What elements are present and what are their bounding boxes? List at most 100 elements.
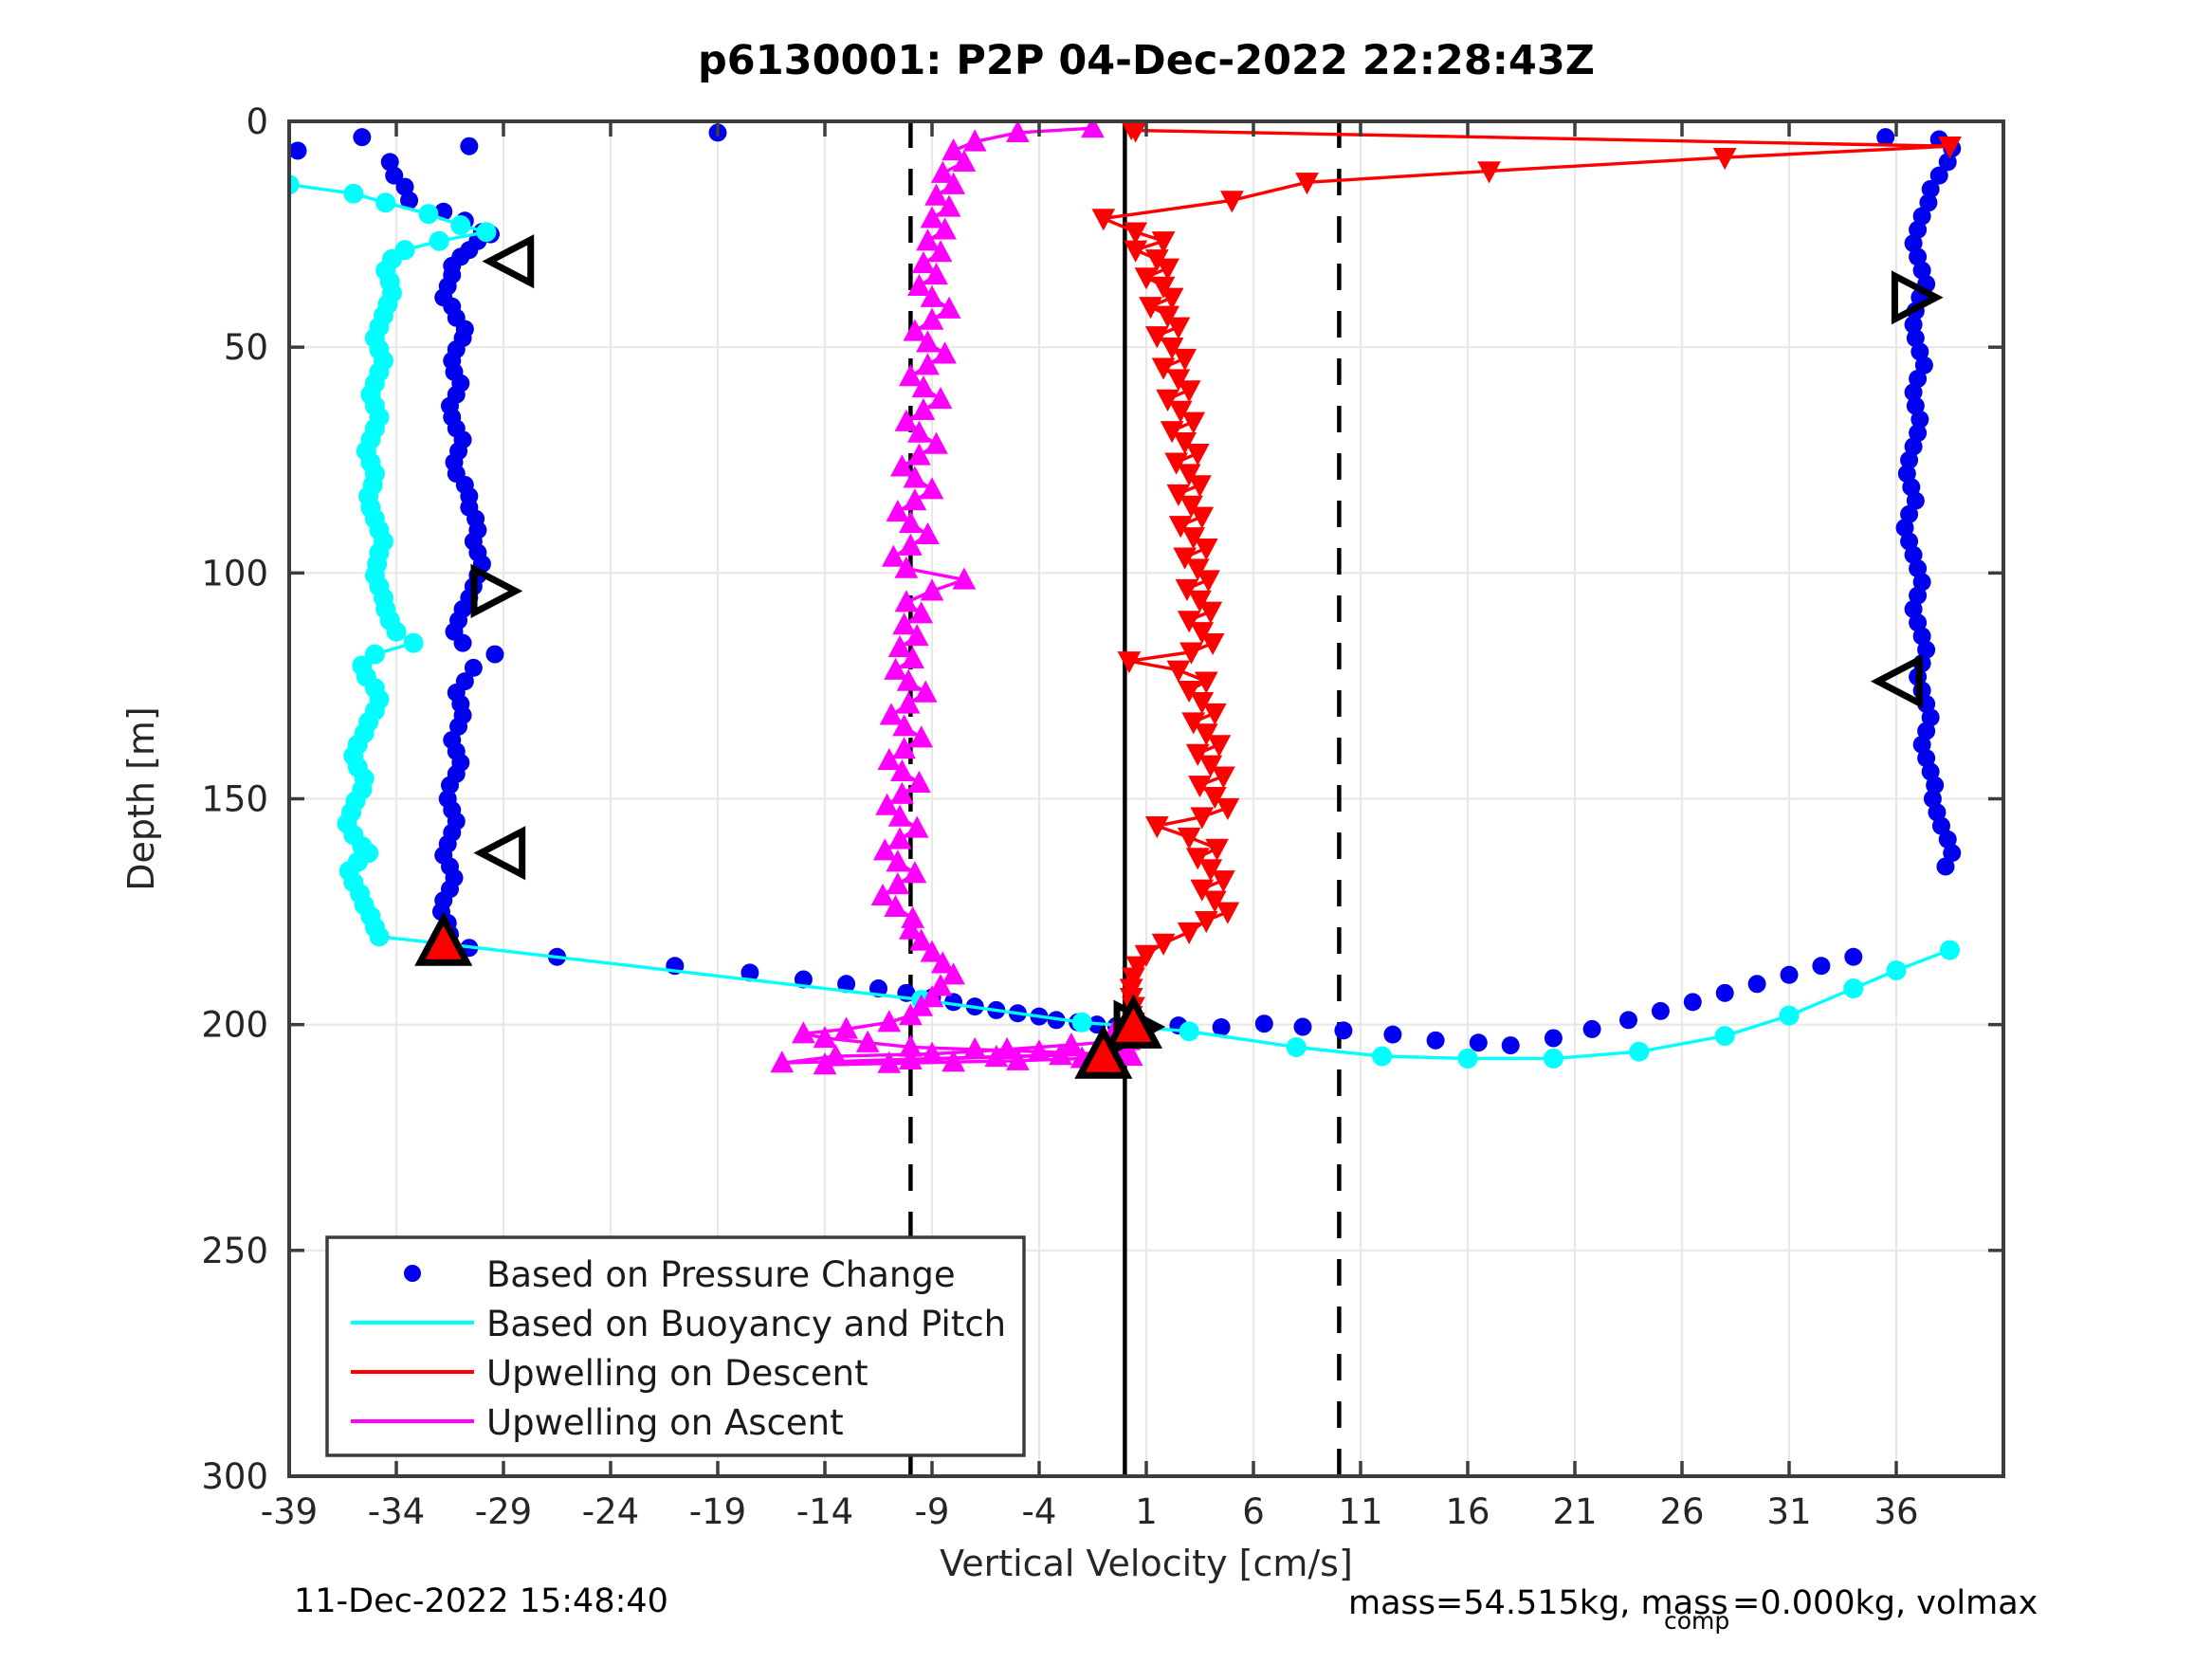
data-point <box>877 1010 902 1033</box>
data-point <box>1188 475 1212 498</box>
data-point <box>1117 651 1142 674</box>
data-point <box>1166 317 1191 339</box>
data-point <box>1125 956 1150 978</box>
data-point <box>911 397 936 420</box>
legend-label-3: Upwelling on Ascent <box>486 1402 844 1443</box>
x-tick-label: 21 <box>1552 1491 1597 1532</box>
data-point <box>909 928 934 951</box>
data-point <box>1188 590 1212 612</box>
data-point <box>1006 1048 1030 1070</box>
data-point <box>890 454 914 477</box>
data-point <box>1151 933 1176 956</box>
data-point <box>1906 329 1925 348</box>
data-point <box>1202 786 1227 810</box>
data-point <box>837 975 856 994</box>
data-point <box>1194 538 1218 561</box>
data-point <box>1177 380 1201 403</box>
x-tick-label: -34 <box>368 1491 425 1532</box>
data-point <box>1936 857 1955 876</box>
series-based-on-buoyancy-and-pitch-descent- <box>289 174 1960 1069</box>
data-point <box>1151 357 1176 380</box>
data-point <box>924 183 948 206</box>
data-point <box>890 781 914 804</box>
footer-mass-part1: mass=54.515kg, mass <box>1348 1584 1728 1622</box>
data-point <box>1194 910 1218 934</box>
data-point <box>1006 121 1030 143</box>
data-point <box>1543 1048 1563 1069</box>
series-upwelling-on-descent <box>1091 121 1962 1040</box>
data-point <box>1216 902 1240 924</box>
data-point <box>1177 464 1201 486</box>
data-point <box>1904 383 1923 402</box>
data-point <box>1619 1011 1637 1030</box>
marker-triangle-right <box>470 563 523 618</box>
data-point <box>1205 838 1229 861</box>
data-point <box>911 375 936 398</box>
data-point <box>1166 369 1191 392</box>
data-point <box>896 668 921 691</box>
data-point <box>1921 708 1940 727</box>
data-point <box>1177 611 1201 633</box>
data-point <box>1912 207 1931 226</box>
data-point <box>1185 848 1210 870</box>
data-point <box>823 1044 848 1067</box>
data-point <box>1910 410 1929 429</box>
data-point <box>962 1036 987 1060</box>
data-point <box>1177 681 1201 704</box>
data-point <box>1181 712 1206 735</box>
data-point <box>1895 519 1914 538</box>
data-point <box>937 194 961 217</box>
data-point <box>429 230 449 251</box>
data-point <box>1173 348 1197 372</box>
data-point <box>909 725 934 748</box>
footer-mass-subscript: comp <box>1664 1607 1729 1635</box>
data-point <box>1177 922 1201 945</box>
data-point <box>1254 1014 1273 1033</box>
marker-triangle-left <box>482 234 535 289</box>
data-point <box>1190 879 1215 902</box>
data-point <box>1124 121 1147 143</box>
data-point <box>1904 315 1923 334</box>
data-point <box>375 192 396 213</box>
data-point <box>899 533 923 556</box>
data-point <box>1715 983 1734 1002</box>
data-point <box>872 838 897 861</box>
data-point <box>899 1047 923 1069</box>
marker-triangle-right <box>1891 270 1944 325</box>
data-point <box>1286 1036 1307 1057</box>
data-point <box>1812 957 1831 976</box>
data-point <box>1190 506 1215 529</box>
x-tick-label: -9 <box>915 1491 950 1532</box>
data-point <box>1295 173 1319 195</box>
data-point <box>1544 1029 1563 1048</box>
data-point <box>905 624 929 647</box>
data-point <box>1943 844 1962 863</box>
data-point <box>952 567 977 590</box>
data-point <box>884 894 907 917</box>
y-tick-label: 0 <box>246 101 268 142</box>
data-point <box>1629 1041 1650 1062</box>
data-point <box>1185 443 1210 466</box>
y-tick-label: 300 <box>201 1456 268 1497</box>
data-point <box>899 917 923 940</box>
plot-title: p6130001: P2P 04-Dec-2022 22:28:43Z <box>698 37 1595 84</box>
data-point <box>933 341 957 364</box>
data-point <box>909 601 934 624</box>
data-point <box>899 1003 923 1026</box>
data-point <box>289 141 307 160</box>
data-point <box>1139 297 1162 320</box>
data-point <box>1909 613 1928 632</box>
data-point <box>875 793 899 815</box>
data-point <box>1188 776 1212 798</box>
data-point <box>369 926 390 947</box>
y-tick-label: 200 <box>201 1005 268 1046</box>
data-point <box>920 940 944 962</box>
data-point <box>877 748 902 771</box>
data-point <box>1190 807 1215 830</box>
data-point <box>886 500 910 522</box>
data-point <box>886 872 910 895</box>
data-point <box>1921 179 1940 198</box>
x-tick-label: -29 <box>475 1491 532 1532</box>
